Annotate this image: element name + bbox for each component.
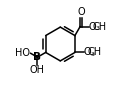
Text: 3: 3 [91,51,95,56]
Text: HO: HO [15,48,30,58]
Text: O: O [84,47,91,57]
Text: CH: CH [88,47,102,57]
Text: 3: 3 [96,26,100,31]
Text: O: O [89,22,97,32]
Text: O: O [77,7,85,17]
Text: CH: CH [93,22,107,32]
Text: OH: OH [30,65,45,75]
Text: B: B [33,52,41,62]
